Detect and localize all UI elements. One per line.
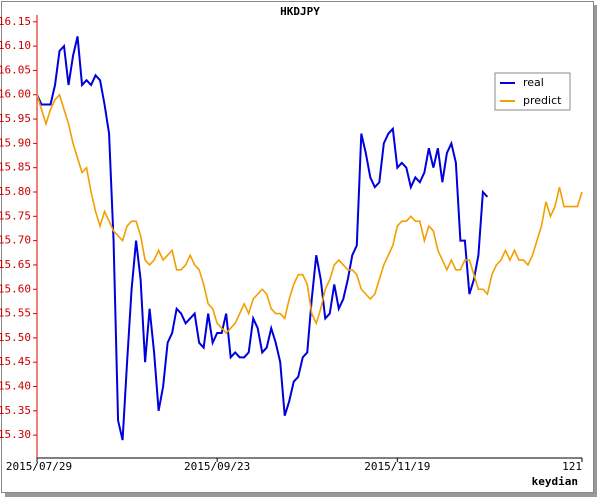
y-tick-label: 16.00 — [0, 88, 31, 101]
y-tick-label: 15.70 — [0, 234, 31, 247]
series-line — [36, 36, 489, 441]
y-tick-label: 15.80 — [0, 185, 31, 198]
y-tick-label: 16.05 — [0, 63, 31, 76]
y-tick-label: 16.10 — [0, 39, 31, 52]
footer: keydian — [532, 475, 578, 488]
y-tick-label: 15.55 — [0, 307, 31, 320]
y-tick-label: 15.50 — [0, 331, 31, 344]
y-tick-label: 15.30 — [0, 428, 31, 441]
legend-label: predict — [523, 94, 562, 107]
y-tick-label: 15.90 — [0, 136, 31, 149]
y-tick-label: 15.40 — [0, 380, 31, 393]
series-line — [36, 93, 583, 335]
y-tick-label: 15.95 — [0, 112, 31, 125]
y-tick-label: 15.65 — [0, 258, 31, 271]
y-tick-label: 15.35 — [0, 404, 31, 417]
y-tick-label: 16.15 — [0, 15, 31, 28]
y-tick-label: 15.60 — [0, 282, 31, 295]
x-tick-label: 2015/11/19 — [364, 460, 430, 473]
legend-box — [494, 72, 571, 111]
legend-label: real — [523, 76, 544, 89]
y-tick-label: 15.75 — [0, 209, 31, 222]
chart-title: HKDJPY — [280, 5, 320, 18]
x-tick-label: 2015/07/29 — [6, 460, 72, 473]
y-tick-label: 15.45 — [0, 355, 31, 368]
x-tick-label: 121 — [562, 460, 582, 473]
y-tick-label: 15.85 — [0, 161, 31, 174]
x-tick-label: 2015/09/23 — [184, 460, 250, 473]
